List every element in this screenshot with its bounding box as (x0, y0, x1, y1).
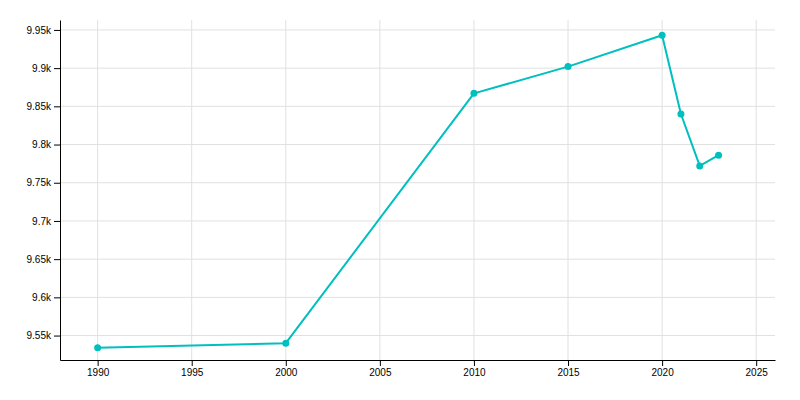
y-tick-mark (54, 221, 60, 222)
grid-line-x (568, 20, 569, 360)
x-tick-label: 2025 (746, 367, 769, 378)
point (696, 162, 703, 169)
y-axis-line (60, 21, 61, 361)
x-tick-label: 2000 (275, 367, 298, 378)
plot: 1990 1995 2000 2005 2010 2015 2020 2025 9.55k 9.6… (27, 20, 776, 378)
y-tick-mark (54, 259, 60, 260)
x-tick-label: 2010 (463, 367, 486, 378)
grid-line-y (60, 297, 775, 298)
point (715, 152, 722, 159)
x-tick: 2010 (463, 360, 486, 378)
grid-line-x (285, 20, 286, 360)
x-tick: 2005 (369, 360, 392, 378)
x-tick-mark (756, 360, 757, 366)
y-tick: 9.7k (32, 216, 60, 227)
x-tick: 2000 (275, 360, 298, 378)
grid-line-y (60, 259, 775, 260)
y-tick-mark (54, 145, 60, 146)
x-tick: 1995 (181, 360, 204, 378)
grid-line-y (60, 220, 775, 221)
y-tick-label: 9.6k (32, 292, 52, 303)
y-tick: 9.8k (32, 139, 60, 150)
point (659, 32, 666, 39)
x-tick-label: 2020 (651, 367, 674, 378)
y-tick: 9.85k (27, 101, 60, 112)
y-tick-label: 9.55k (27, 330, 52, 341)
grid-line-y (60, 335, 775, 336)
y-axis: 9.55k 9.6k 9.65k 9.7k 9.75k 9.8k 9.85k 9.9k 9.95… (27, 21, 61, 361)
y-tick-label: 9.8k (32, 139, 52, 150)
grid-line-y (60, 68, 775, 69)
y-tick: 9.55k (27, 330, 60, 341)
marks (94, 32, 722, 351)
x-tick-mark (662, 360, 663, 366)
grid-line-x (379, 20, 380, 360)
y-tick-label: 9.95k (27, 25, 52, 36)
line (98, 35, 719, 347)
y-tick-label: 9.75k (27, 177, 52, 188)
grid-line-y (60, 29, 775, 30)
x-tick: 2015 (557, 360, 580, 378)
grid-line-y (60, 144, 775, 145)
grid-line-y (60, 182, 775, 183)
point (282, 340, 289, 347)
y-tick-mark (54, 297, 60, 298)
y-tick: 9.6k (32, 292, 60, 303)
point (94, 344, 101, 351)
x-tick-label: 2005 (369, 367, 392, 378)
y-tick: 9.75k (27, 177, 60, 188)
x-tick-label: 2015 (557, 367, 580, 378)
x-tick: 2020 (651, 360, 674, 378)
point (565, 63, 572, 70)
x-tick: 1990 (87, 360, 110, 378)
y-tick-label: 9.7k (32, 216, 52, 227)
x-axis-line (61, 360, 776, 361)
x-tick-label: 1995 (181, 367, 204, 378)
y-tick-label: 9.9k (32, 63, 52, 74)
y-tick-mark (54, 336, 60, 337)
y-tick-label: 9.65k (27, 254, 52, 265)
y-tick: 9.9k (32, 63, 60, 74)
grid-line-x (191, 20, 192, 360)
grid-line-x (97, 20, 98, 360)
x-tick-mark (474, 360, 475, 366)
x-tick: 2025 (746, 360, 769, 378)
x-tick-mark (568, 360, 569, 366)
y-tick-mark (54, 30, 60, 31)
x-tick-mark (286, 360, 287, 366)
point (470, 90, 477, 97)
point (677, 110, 684, 117)
x-tick-mark (380, 360, 381, 366)
y-tick-mark (54, 106, 60, 107)
grid-line-x (756, 20, 757, 360)
chart-svg: 1990 1995 2000 2005 2010 2015 2020 2025 9.55k 9.6… (0, 0, 800, 400)
y-tick-label: 9.85k (27, 101, 52, 112)
grid-line-x (662, 20, 663, 360)
y-tick: 9.95k (27, 25, 60, 36)
grid (60, 20, 775, 360)
y-tick-mark (54, 183, 60, 184)
grid-line-y (60, 106, 775, 107)
grid-line-x (473, 20, 474, 360)
x-tick-label: 1990 (87, 367, 110, 378)
x-tick-mark (192, 360, 193, 366)
x-tick-mark (98, 360, 99, 366)
chart-container: 1990 1995 2000 2005 2010 2015 2020 2025 9.55k 9.6… (0, 0, 800, 400)
y-tick: 9.65k (27, 254, 60, 265)
x-axis: 1990 1995 2000 2005 2010 2015 2020 2025 (61, 360, 776, 378)
y-tick-mark (54, 68, 60, 69)
